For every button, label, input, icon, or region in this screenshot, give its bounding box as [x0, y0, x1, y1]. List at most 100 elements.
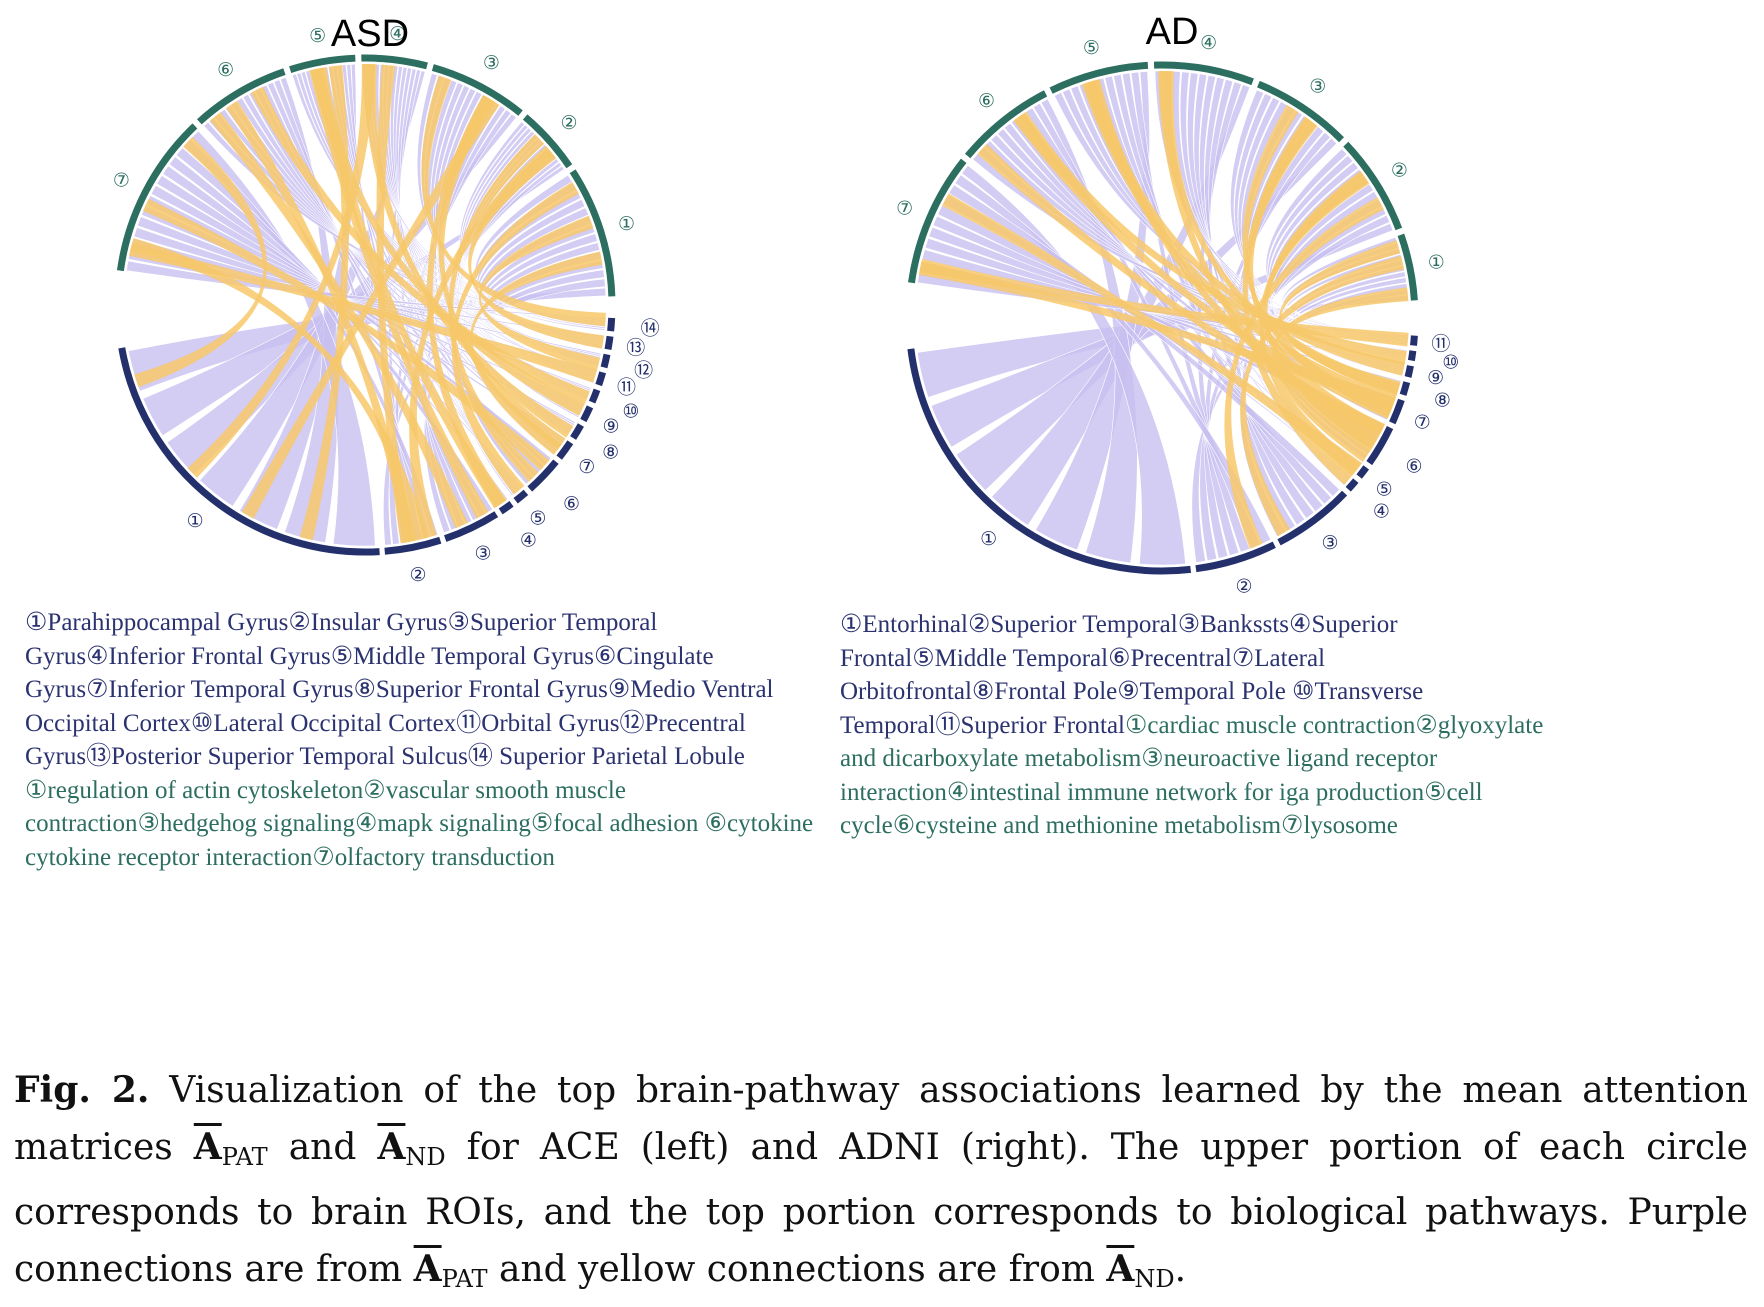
legend-pathway-6: ⑥cysteine and methionine metabolism	[892, 812, 1282, 839]
pathway-arc-2	[1343, 141, 1403, 231]
roi-label-5: ⑤	[1376, 478, 1393, 500]
ad-pathway-legend: ①cardiac muscle contraction②glyoxylate a…	[840, 712, 1543, 840]
roi-label-4: ④	[1373, 501, 1390, 523]
caption-text-3: and yellow connections are from	[487, 1249, 1107, 1290]
caption-sub-nd: ND	[405, 1143, 446, 1171]
roi-arc-10	[588, 388, 601, 404]
links-group	[917, 70, 1409, 566]
pathway-arc-3	[431, 64, 523, 116]
legend-roi-11: ⑪Orbital Gyrus	[456, 709, 620, 737]
roi-arc-3	[1277, 490, 1348, 546]
asd-pathway-legend: ①regulation of actin cytoskeleton②vascul…	[25, 777, 813, 871]
legend-roi-8: ⑧Superior Frontal Gyrus	[353, 676, 608, 703]
yellow-link	[451, 182, 579, 495]
roi-label-7: ⑦	[578, 456, 595, 478]
pathway-arc-1	[569, 169, 616, 297]
pathway-label-1: ①	[618, 213, 635, 235]
legend-pathway-3: ③neuroactive ligand receptor interaction	[840, 745, 1438, 806]
roi-arc-11	[1410, 335, 1418, 346]
pathway-label-7: ⑦	[113, 170, 130, 192]
legend-roi-7: ⑦Lateral Orbitofrontal	[840, 644, 1326, 706]
roi-arc-4	[1345, 478, 1359, 492]
figure-caption: Fig. 2. Visualization of the top brain-p…	[14, 1062, 1748, 1307]
legend-roi-1: ①Entorhinal	[840, 611, 968, 638]
purple-link	[156, 175, 552, 463]
roi-label-2: ②	[410, 564, 427, 586]
roi-label-5: ⑤	[529, 508, 546, 530]
caption-text-4: .	[1174, 1249, 1187, 1290]
legend-roi-5: ⑤Middle Temporal Gyrus	[330, 642, 594, 670]
roi-label-2: ②	[1235, 576, 1252, 598]
caption-lead: Fig. 2.	[14, 1069, 150, 1111]
legend-roi-8: ⑧Frontal Pole	[971, 678, 1118, 705]
pathway-label-5: ⑤	[1083, 37, 1100, 59]
yellow-link	[919, 258, 1409, 347]
legend-pathway-5: ⑤focal adhesion	[530, 810, 705, 837]
legend-roi-2: ②Insular Gyrus	[288, 609, 448, 636]
roi-arc-11	[595, 371, 607, 387]
legend-roi-2: ②Superior Temporal	[967, 611, 1178, 638]
legend-roi-4: ④Superior Frontal	[840, 611, 1398, 672]
caption-sub-pat: PAT	[221, 1143, 268, 1171]
legend-roi-5: ⑤Middle Temporal	[912, 644, 1109, 672]
links-group	[126, 63, 607, 547]
roi-label-4: ④	[520, 530, 537, 552]
yellow-link	[129, 242, 598, 383]
roi-arc-6	[1366, 426, 1394, 466]
pathway-label-4: ④	[1200, 32, 1217, 54]
purple-link	[961, 164, 1186, 566]
roi-arc-7	[556, 440, 574, 460]
legend-pathway-7: ⑦lysosome	[1281, 812, 1398, 839]
roi-arc-14	[607, 317, 616, 332]
pathway-label-4: ④	[389, 23, 406, 45]
legend-roi-12: ⑫Precentral Gyrus	[25, 709, 746, 771]
yellow-link	[241, 97, 500, 519]
legend-pathway-1: ①regulation of actin cytoskeleton	[25, 776, 364, 804]
roi-label-3: ③	[1321, 532, 1338, 554]
legend-roi-14: ⑭ Superior Parietal Lobule	[467, 743, 745, 770]
pathway-arc-7	[116, 123, 198, 272]
roi-arc-6	[527, 459, 559, 492]
legend-roi-9: ⑨Medio Ventral Occipital Cortex	[25, 676, 774, 737]
yellow-link	[468, 147, 605, 349]
roi-label-9: ⑨	[1427, 367, 1444, 389]
roi-arc-13	[604, 335, 614, 350]
caption-sub-nd-2: ND	[1134, 1265, 1175, 1293]
caption-matrix-a-2: A	[377, 1126, 406, 1168]
pathway-arc-1	[1397, 233, 1418, 301]
pathway-label-2: ②	[1391, 160, 1408, 182]
roi-arc-5	[513, 489, 529, 504]
roi-label-8: ⑧	[1434, 389, 1451, 411]
yellow-link	[469, 251, 603, 455]
pathway-label-7: ⑦	[896, 198, 913, 220]
pathway-arc-3	[1257, 80, 1345, 143]
yellow-link	[478, 215, 601, 371]
purple-link	[191, 130, 376, 547]
roi-label-6: ⑥	[1406, 455, 1423, 477]
pathway-label-2: ②	[560, 112, 577, 134]
ad-legend: ①Entorhinal②Superior Temporal③Bankssts④S…	[840, 608, 1555, 843]
legend-roi-10: ⑩Lateral Occipital Cortex	[190, 709, 457, 737]
yellow-link	[1279, 240, 1401, 396]
legend-roi-4: ④Inferior Frontal Gyrus	[86, 642, 331, 670]
yellow-link	[448, 134, 545, 482]
pathway-label-3: ③	[1309, 75, 1326, 97]
legend-pathway-1: ①cardiac muscle contraction	[1125, 711, 1416, 739]
ad-roi-legend: ①Entorhinal②Superior Temporal③Bankssts④S…	[840, 611, 1423, 739]
roi-arc-1	[118, 347, 380, 556]
pathway-label-6: ⑥	[978, 90, 995, 112]
pathway-arc-5	[289, 54, 356, 73]
caption-matrix-a: A	[193, 1126, 222, 1168]
roi-arc-9	[1404, 365, 1414, 378]
roi-label-10: ⑩	[622, 400, 639, 422]
chord-title: ASD	[331, 13, 409, 55]
legend-roi-10: ⑩Transverse Temporal	[840, 678, 1424, 739]
roi-label-14: ⑭	[641, 318, 660, 340]
roi-arc-2	[1195, 541, 1276, 573]
roi-label-9: ⑨	[603, 416, 620, 438]
purple-link	[948, 184, 1341, 497]
roi-label-1: ①	[980, 528, 997, 550]
roi-label-10: ⑩	[1442, 351, 1459, 373]
legend-pathway-3: ③hedgehog signaling	[137, 810, 355, 837]
caption-matrix-a-4: A	[1106, 1248, 1135, 1290]
